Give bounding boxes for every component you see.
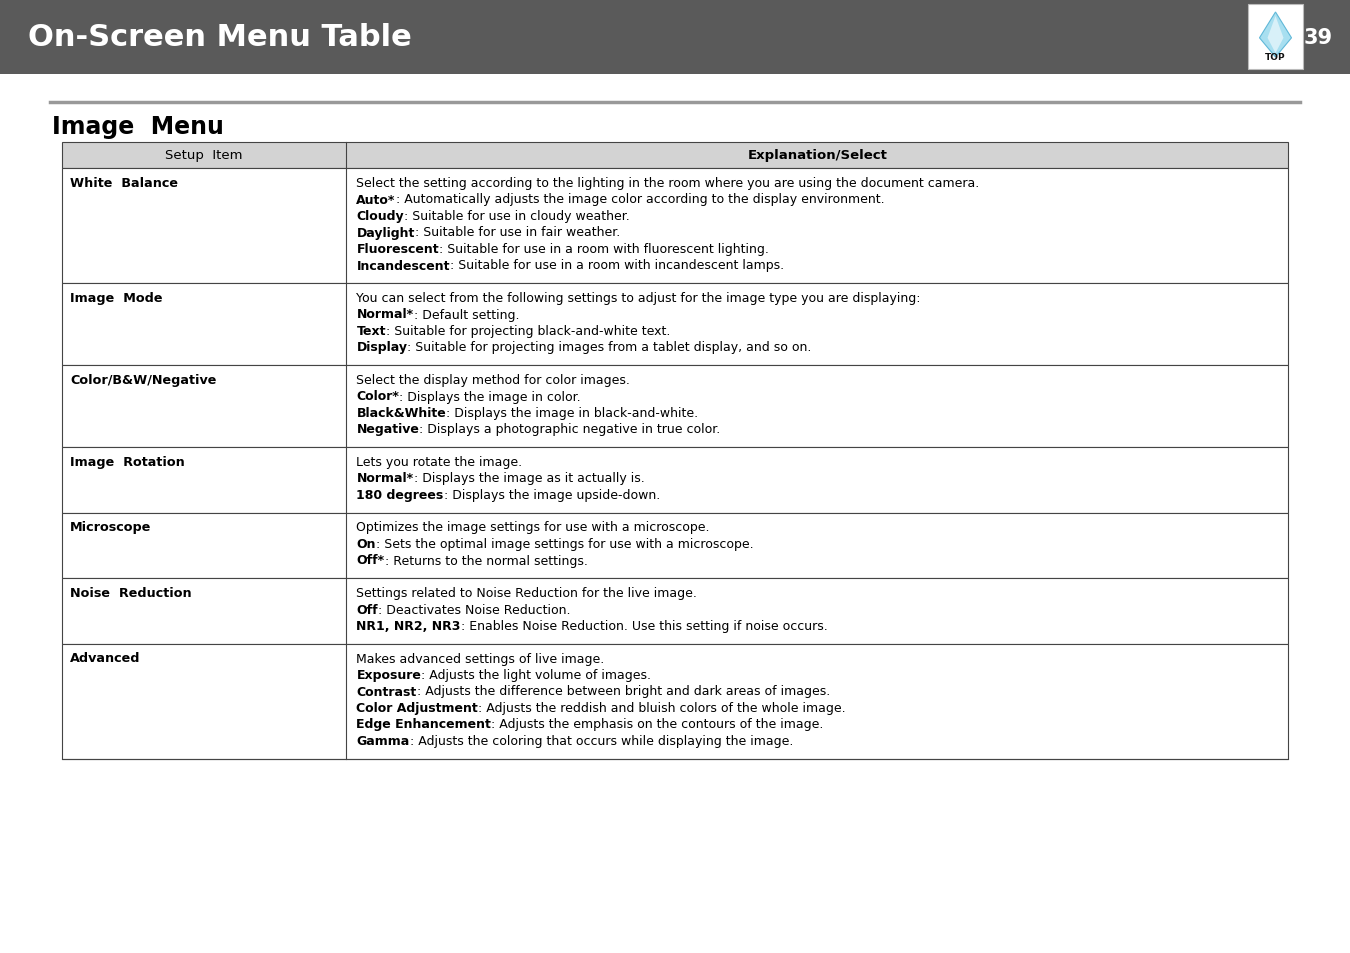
Text: On-Screen Menu Table: On-Screen Menu Table (28, 23, 412, 52)
Text: You can select from the following settings to adjust for the image type you are : You can select from the following settin… (356, 292, 921, 305)
Text: Noise  Reduction: Noise Reduction (70, 586, 192, 599)
Text: Setup  Item: Setup Item (166, 150, 243, 162)
Text: Select the setting according to the lighting in the room where you are using the: Select the setting according to the ligh… (356, 177, 980, 190)
Text: Incandescent: Incandescent (356, 259, 450, 273)
Text: Off: Off (356, 603, 378, 616)
Text: Select the display method for color images.: Select the display method for color imag… (356, 374, 630, 387)
Text: Image  Rotation: Image Rotation (70, 456, 185, 469)
Bar (62, 143, 1288, 169)
Bar (62, 644, 1288, 759)
Text: Edge Enhancement: Edge Enhancement (356, 718, 491, 731)
Text: : Sets the optimal image settings for use with a microscope.: : Sets the optimal image settings for us… (375, 537, 753, 551)
Text: : Suitable for projecting black-and-white text.: : Suitable for projecting black-and-whit… (386, 325, 671, 337)
Text: Black&White: Black&White (356, 407, 447, 419)
Text: : Suitable for use in a room with fluorescent lighting.: : Suitable for use in a room with fluore… (439, 243, 770, 255)
Text: On: On (356, 537, 375, 551)
Text: : Displays the image in black-and-white.: : Displays the image in black-and-white. (447, 407, 698, 419)
Text: Optimizes the image settings for use with a microscope.: Optimizes the image settings for use wit… (356, 521, 710, 534)
Text: Color*: Color* (356, 390, 400, 403)
Text: Off*: Off* (356, 554, 385, 567)
Text: : Suitable for use in a room with incandescent lamps.: : Suitable for use in a room with incand… (450, 259, 784, 273)
Text: : Enables Noise Reduction. Use this setting if noise occurs.: : Enables Noise Reduction. Use this sett… (460, 619, 828, 633)
Text: : Suitable for projecting images from a tablet display, and so on.: : Suitable for projecting images from a … (408, 341, 811, 355)
Text: : Adjusts the coloring that occurs while displaying the image.: : Adjusts the coloring that occurs while… (409, 734, 792, 747)
Text: Normal*: Normal* (356, 308, 413, 321)
Text: Negative: Negative (356, 423, 420, 436)
Text: : Adjusts the light volume of images.: : Adjusts the light volume of images. (421, 668, 651, 681)
Text: Explanation/Select: Explanation/Select (748, 150, 887, 162)
Text: : Automatically adjusts the image color according to the display environment.: : Automatically adjusts the image color … (396, 193, 884, 206)
Text: Display: Display (356, 341, 408, 355)
Text: Color Adjustment: Color Adjustment (356, 701, 478, 714)
Bar (0, 0, 1350, 75)
Text: : Deactivates Noise Reduction.: : Deactivates Noise Reduction. (378, 603, 571, 616)
Text: : Suitable for use in fair weather.: : Suitable for use in fair weather. (414, 226, 620, 239)
Text: Gamma: Gamma (356, 734, 409, 747)
Text: Microscope: Microscope (70, 521, 151, 534)
Text: Settings related to Noise Reduction for the live image.: Settings related to Noise Reduction for … (356, 586, 698, 599)
Bar (62, 448, 1288, 513)
Text: : Displays the image upside-down.: : Displays the image upside-down. (444, 489, 660, 501)
Text: Advanced: Advanced (70, 652, 140, 665)
Text: Fluorescent: Fluorescent (356, 243, 439, 255)
Polygon shape (1268, 17, 1284, 54)
Text: Lets you rotate the image.: Lets you rotate the image. (356, 456, 522, 469)
Text: : Default setting.: : Default setting. (413, 308, 518, 321)
Text: : Adjusts the reddish and bluish colors of the whole image.: : Adjusts the reddish and bluish colors … (478, 701, 846, 714)
Text: Makes advanced settings of live image.: Makes advanced settings of live image. (356, 652, 605, 665)
Bar (62, 578, 1288, 644)
Text: : Displays the image as it actually is.: : Displays the image as it actually is. (413, 472, 644, 485)
Text: Normal*: Normal* (356, 472, 413, 485)
Text: Image  Menu: Image Menu (53, 115, 224, 139)
Text: Contrast: Contrast (356, 685, 417, 698)
Text: Color/B&W/Negative: Color/B&W/Negative (70, 374, 216, 387)
Text: : Adjusts the difference between bright and dark areas of images.: : Adjusts the difference between bright … (417, 685, 830, 698)
Bar (1247, 5, 1303, 70)
Text: Text: Text (356, 325, 386, 337)
Text: TOP: TOP (1265, 53, 1285, 62)
Bar (62, 513, 1288, 578)
Text: Exposure: Exposure (356, 668, 421, 681)
Text: : Suitable for use in cloudy weather.: : Suitable for use in cloudy weather. (404, 210, 630, 223)
Text: : Adjusts the emphasis on the contours of the image.: : Adjusts the emphasis on the contours o… (491, 718, 824, 731)
Text: 180 degrees: 180 degrees (356, 489, 444, 501)
Bar (62, 284, 1288, 366)
Polygon shape (1260, 13, 1292, 58)
Text: Image  Mode: Image Mode (70, 292, 162, 305)
Text: White  Balance: White Balance (70, 177, 178, 190)
Text: 39: 39 (1304, 28, 1332, 48)
Text: NR1, NR2, NR3: NR1, NR2, NR3 (356, 619, 460, 633)
Text: : Displays the image in color.: : Displays the image in color. (400, 390, 580, 403)
Bar (62, 169, 1288, 284)
Text: Auto*: Auto* (356, 193, 396, 206)
Text: : Displays a photographic negative in true color.: : Displays a photographic negative in tr… (420, 423, 721, 436)
Bar (62, 366, 1288, 448)
Text: Daylight: Daylight (356, 226, 414, 239)
Text: : Returns to the normal settings.: : Returns to the normal settings. (385, 554, 587, 567)
Text: Cloudy: Cloudy (356, 210, 404, 223)
